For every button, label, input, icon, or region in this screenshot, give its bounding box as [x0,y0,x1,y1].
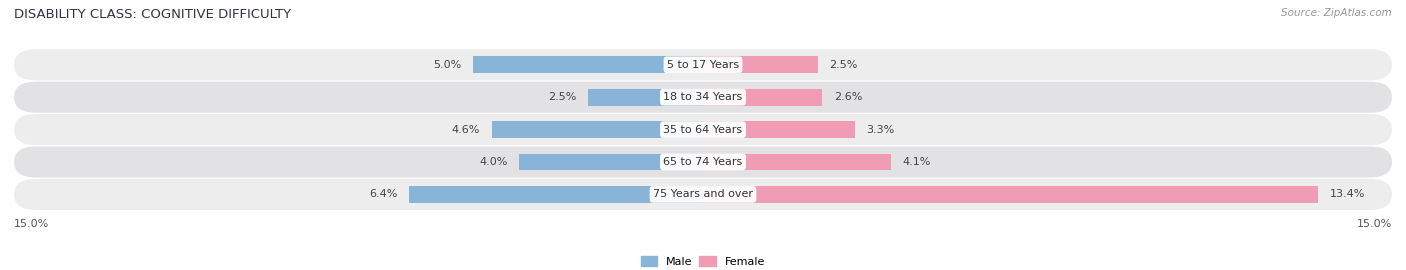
Bar [703,89,823,106]
Legend: Male, Female: Male, Female [641,256,765,266]
Text: 4.0%: 4.0% [479,157,508,167]
FancyBboxPatch shape [14,114,1392,145]
FancyBboxPatch shape [14,146,1392,178]
Text: 6.4%: 6.4% [370,189,398,200]
Text: 15.0%: 15.0% [14,219,49,229]
Text: 65 to 74 Years: 65 to 74 Years [664,157,742,167]
Bar [703,56,818,73]
Text: 2.5%: 2.5% [830,60,858,70]
Bar [703,186,1319,203]
Text: 4.1%: 4.1% [903,157,931,167]
Text: 18 to 34 Years: 18 to 34 Years [664,92,742,102]
FancyBboxPatch shape [14,179,1392,210]
Text: 15.0%: 15.0% [1357,219,1392,229]
Bar [409,186,703,203]
Bar [474,56,703,73]
Text: 75 Years and over: 75 Years and over [652,189,754,200]
Text: 3.3%: 3.3% [866,124,894,135]
Bar [703,121,855,138]
Text: Source: ZipAtlas.com: Source: ZipAtlas.com [1281,8,1392,18]
Text: 4.6%: 4.6% [451,124,481,135]
Text: 5 to 17 Years: 5 to 17 Years [666,60,740,70]
Bar [588,89,703,106]
FancyBboxPatch shape [14,49,1392,80]
FancyBboxPatch shape [14,82,1392,113]
Text: DISABILITY CLASS: COGNITIVE DIFFICULTY: DISABILITY CLASS: COGNITIVE DIFFICULTY [14,8,291,21]
Bar [703,154,891,170]
Text: 2.6%: 2.6% [834,92,862,102]
Text: 2.5%: 2.5% [548,92,576,102]
Bar [519,154,703,170]
Text: 13.4%: 13.4% [1330,189,1365,200]
Bar [492,121,703,138]
Text: 5.0%: 5.0% [433,60,461,70]
Text: 35 to 64 Years: 35 to 64 Years [664,124,742,135]
